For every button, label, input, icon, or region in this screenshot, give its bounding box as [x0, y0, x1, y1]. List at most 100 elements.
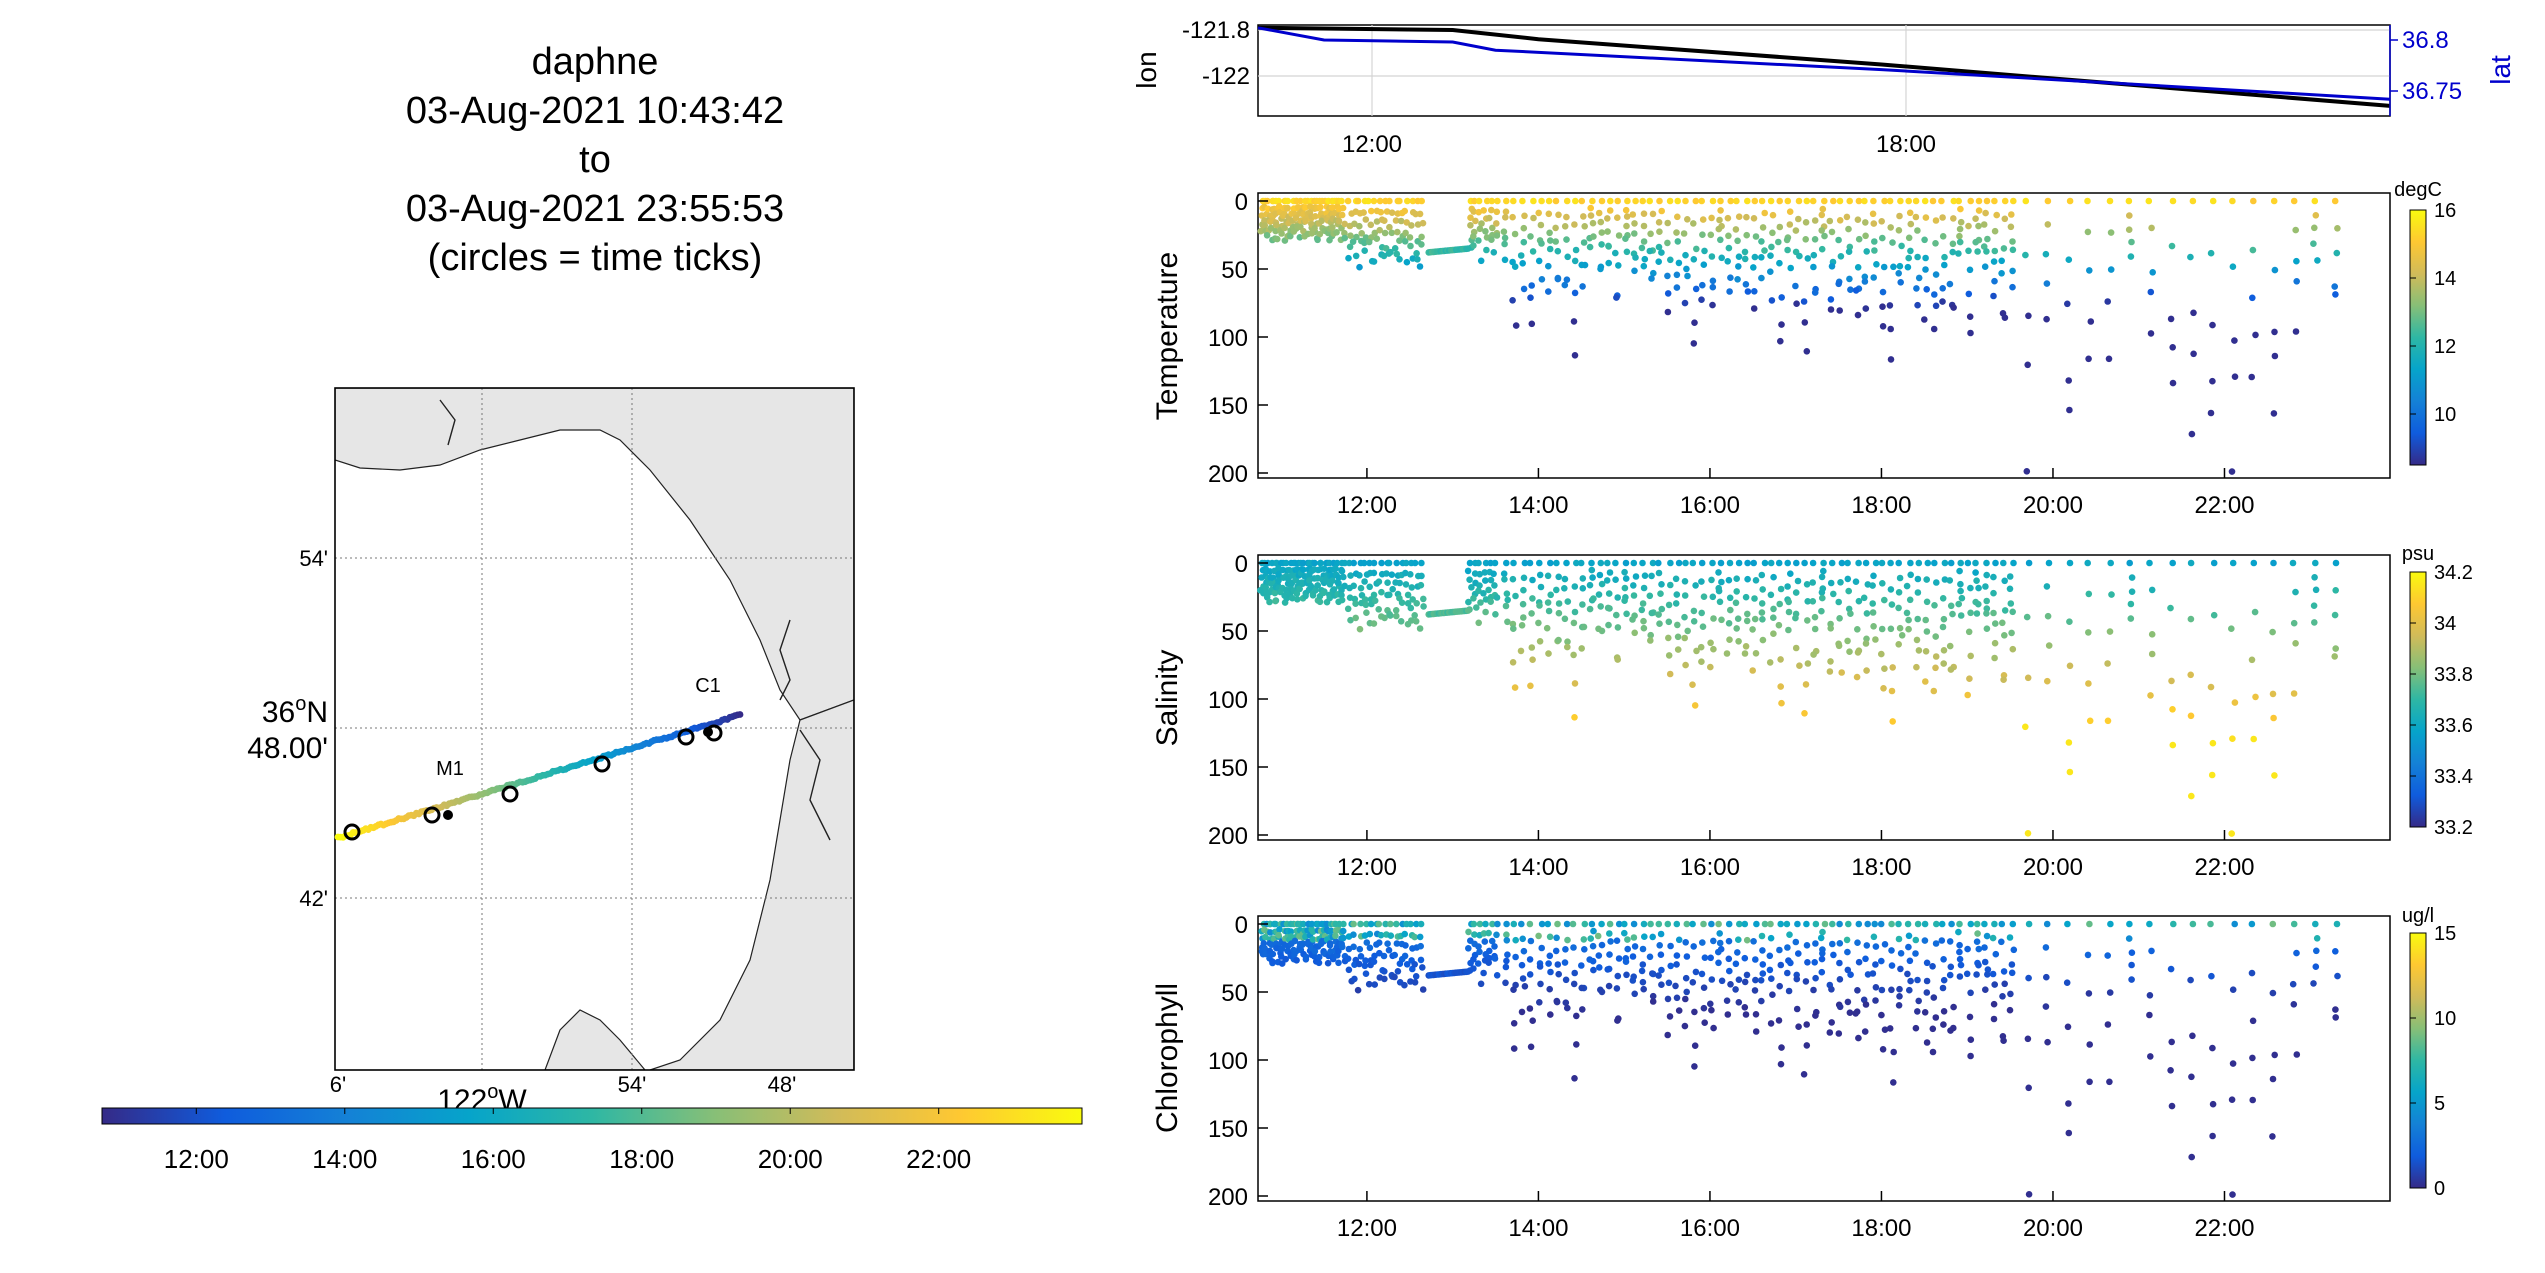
- data-point: [1537, 583, 1545, 591]
- data-point: [1753, 920, 1760, 928]
- data-point: [1870, 197, 1877, 205]
- data-point: [1581, 223, 1588, 230]
- data-point: [1544, 599, 1552, 606]
- data-point: [1955, 600, 1962, 608]
- data-point: [1673, 229, 1680, 236]
- data-point: [1811, 236, 1819, 243]
- data-point: [2146, 992, 2154, 999]
- data-point: [1492, 611, 1499, 618]
- data-point: [1502, 979, 1509, 987]
- data-point: [1689, 979, 1697, 986]
- data-point: [1554, 920, 1561, 928]
- data-point: [1475, 619, 1482, 627]
- data-point: [2104, 717, 2112, 725]
- data-point: [1275, 931, 1282, 939]
- data-point: [1870, 572, 1877, 580]
- data-point: [1580, 936, 1588, 943]
- data-point: [2147, 692, 2154, 699]
- data-point: [1829, 940, 1836, 948]
- data-point: [1914, 575, 1922, 583]
- data-point: [1783, 236, 1791, 244]
- data-point: [1471, 931, 1478, 938]
- data-point: [1898, 242, 1905, 250]
- data-point: [1692, 582, 1699, 589]
- data-point: [1776, 600, 1783, 608]
- data-point: [1553, 586, 1560, 594]
- data-point: [1311, 953, 1318, 960]
- data-point: [1378, 559, 1385, 567]
- data-point: [1862, 640, 1870, 647]
- data-point: [1751, 595, 1758, 602]
- data-point: [1980, 221, 1988, 228]
- data-point: [1503, 957, 1510, 965]
- data-point: [1503, 590, 1511, 597]
- data-point: [1613, 294, 1620, 301]
- data-point: [1895, 589, 1903, 596]
- data-point: [1957, 205, 1964, 213]
- data-point: [1370, 958, 1378, 965]
- data-point: [1946, 577, 1954, 584]
- data-point: [1990, 292, 1997, 300]
- data-point: [1373, 235, 1381, 242]
- data-point: [1804, 255, 1812, 262]
- data-point: [1863, 248, 1870, 255]
- data-point: [1394, 228, 1401, 236]
- data-point: [1518, 622, 1526, 629]
- data-point: [1570, 651, 1577, 659]
- data-point: [1623, 971, 1630, 979]
- lon-tick-1218: -121.8: [1182, 17, 1250, 44]
- data-point: [1521, 212, 1528, 220]
- data-point: [1370, 197, 1378, 205]
- data-point: [1752, 650, 1760, 657]
- data-point: [1314, 236, 1321, 244]
- data-point: [1287, 928, 1295, 935]
- data-point: [1870, 220, 1878, 227]
- data-point: [1759, 616, 1766, 623]
- data-point: [1545, 197, 1553, 205]
- position-panel: -121.8 -122 36.8 36.75 lon lat 12:00 18:…: [1131, 17, 2516, 158]
- data-point: [2009, 246, 2017, 254]
- data-point: [1624, 936, 1631, 943]
- data-point: [1769, 211, 1777, 219]
- data-point: [1365, 197, 1372, 205]
- data-point: [2084, 228, 2092, 236]
- data-point: [1956, 232, 1963, 240]
- data-point: [1881, 1026, 1889, 1033]
- data-point: [1345, 966, 1353, 974]
- data-point: [2168, 677, 2175, 685]
- title-to: to: [579, 139, 611, 181]
- data-point: [1409, 197, 1417, 205]
- data-point: [1697, 643, 1705, 651]
- data-point: [1392, 607, 1400, 614]
- data-point: [1862, 305, 1870, 312]
- data-point: [1597, 559, 1605, 567]
- data-point: [1563, 236, 1570, 243]
- data-point: [1725, 232, 1732, 240]
- data-point: [1821, 197, 1828, 205]
- data-point: [1655, 972, 1662, 979]
- data-point: [1751, 197, 1759, 205]
- data-point: [1854, 264, 1862, 271]
- data-point: [1311, 948, 1319, 955]
- colorbar-tick-label: 16: [2434, 200, 2456, 222]
- data-point: [1413, 250, 1420, 257]
- data-point: [1329, 577, 1336, 584]
- data-point: [2248, 656, 2256, 664]
- data-point: [1665, 652, 1673, 659]
- data-point: [1991, 227, 1999, 235]
- data-point: [1923, 598, 1931, 606]
- data-point: [1631, 943, 1639, 950]
- data-point: [1333, 559, 1341, 567]
- data-point: [2293, 257, 2300, 265]
- data-point: [1666, 197, 1674, 205]
- data-point: [1589, 942, 1597, 950]
- data-point: [1511, 684, 1519, 691]
- data-point: [1519, 600, 1527, 608]
- data-point: [2271, 1051, 2278, 1059]
- data-point: [1408, 617, 1415, 624]
- data-point: [2022, 251, 2029, 259]
- data-point: [1413, 600, 1420, 607]
- data-point: [1346, 243, 1354, 251]
- data-point: [2044, 612, 2052, 620]
